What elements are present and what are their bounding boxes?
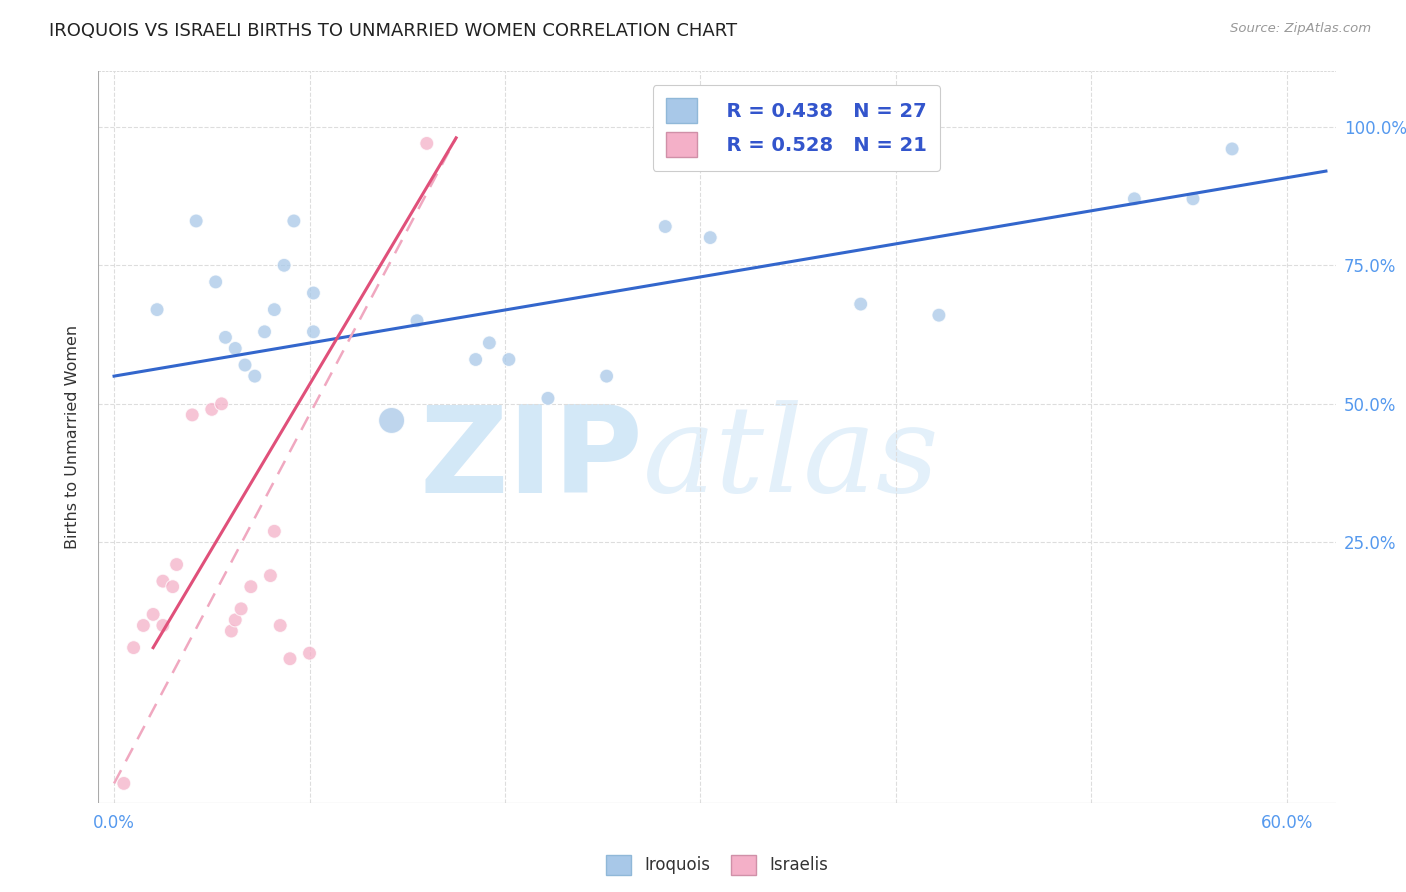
Text: IROQUOIS VS ISRAELI BIRTHS TO UNMARRIED WOMEN CORRELATION CHART: IROQUOIS VS ISRAELI BIRTHS TO UNMARRIED …: [49, 22, 737, 40]
Point: [283, 214, 305, 228]
Point: [253, 325, 276, 339]
Point: [406, 314, 429, 328]
Point: [211, 397, 233, 411]
Point: [381, 413, 404, 427]
Point: [269, 618, 291, 632]
Point: [654, 219, 676, 234]
Point: [233, 358, 256, 372]
Point: [214, 330, 236, 344]
Point: [146, 302, 169, 317]
Point: [416, 136, 439, 151]
Point: [849, 297, 872, 311]
Point: [478, 335, 501, 350]
Point: [224, 342, 246, 356]
Point: [498, 352, 520, 367]
Point: [224, 613, 246, 627]
Point: [928, 308, 950, 322]
Point: [278, 651, 301, 665]
Point: [263, 524, 285, 539]
Text: atlas: atlas: [643, 401, 939, 517]
Text: Source: ZipAtlas.com: Source: ZipAtlas.com: [1230, 22, 1371, 36]
Point: [1123, 192, 1146, 206]
Point: [1220, 142, 1243, 156]
Point: [221, 624, 243, 638]
Point: [201, 402, 224, 417]
Point: [464, 352, 486, 367]
Y-axis label: Births to Unmarried Women: Births to Unmarried Women: [65, 325, 80, 549]
Point: [166, 558, 188, 572]
Point: [263, 302, 285, 317]
Point: [142, 607, 165, 622]
Point: [239, 580, 262, 594]
Point: [537, 392, 560, 406]
Point: [1182, 192, 1205, 206]
Point: [152, 618, 174, 632]
Point: [595, 369, 617, 384]
Point: [204, 275, 226, 289]
Point: [243, 369, 266, 384]
Point: [152, 574, 174, 589]
Point: [699, 230, 721, 244]
Point: [229, 602, 252, 616]
Legend: Iroquois, Israelis: Iroquois, Israelis: [606, 855, 828, 875]
Point: [181, 408, 204, 422]
Point: [298, 646, 321, 660]
Point: [122, 640, 145, 655]
Point: [112, 776, 135, 790]
Point: [132, 618, 155, 632]
Point: [302, 325, 325, 339]
Text: ZIP: ZIP: [419, 401, 643, 517]
Point: [162, 580, 184, 594]
Point: [186, 214, 208, 228]
Point: [259, 568, 281, 582]
Point: [273, 258, 295, 272]
Point: [302, 285, 325, 300]
